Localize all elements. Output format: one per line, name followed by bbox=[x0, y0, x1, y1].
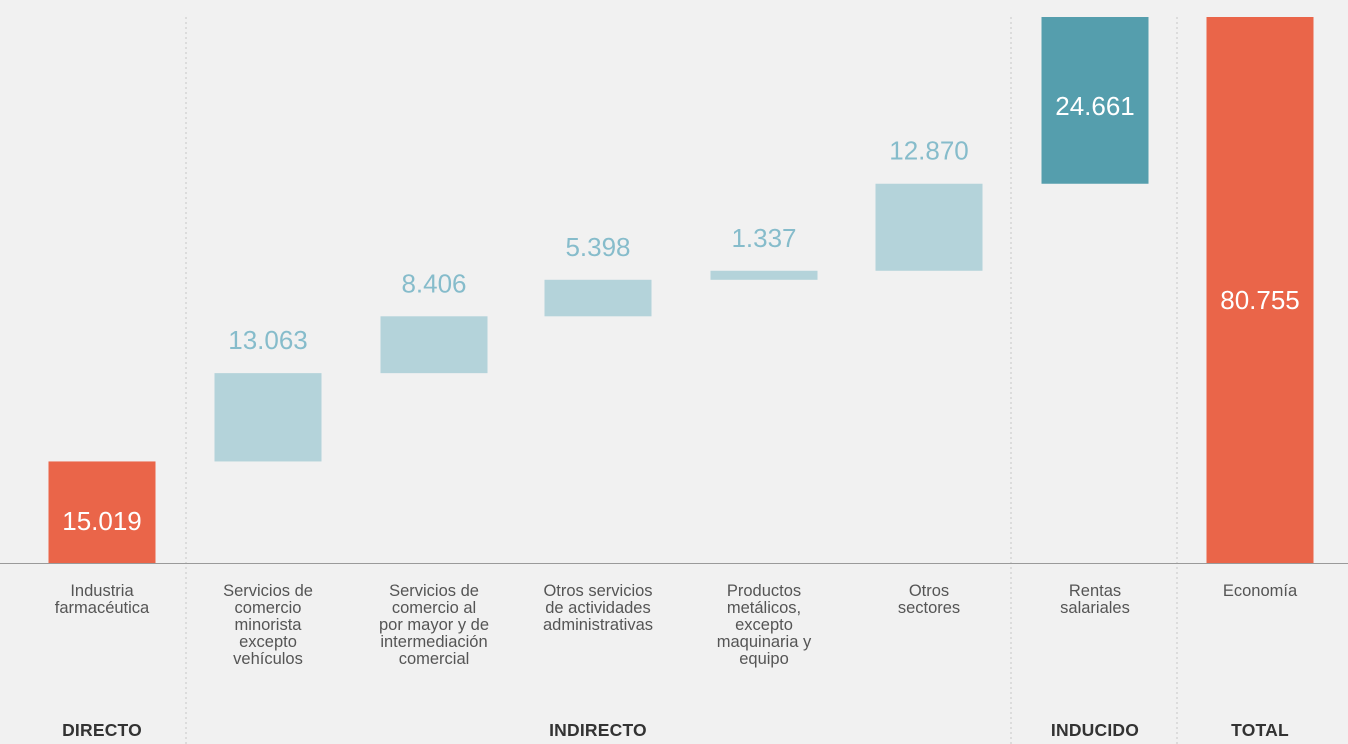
category-label-2: Servicios de comercio al por mayor y de … bbox=[378, 582, 490, 668]
group-label-total: TOTAL bbox=[1231, 720, 1289, 740]
group-label-inducido: INDUCIDO bbox=[1050, 720, 1140, 740]
group-label-indirecto: INDIRECTO bbox=[549, 720, 647, 740]
group-label-directo: DIRECTO bbox=[62, 720, 142, 740]
category-label-6: Rentas salariales bbox=[1060, 582, 1130, 617]
bar-3 bbox=[544, 279, 652, 317]
value-label-5: 12.870 bbox=[889, 136, 969, 166]
bar-1 bbox=[214, 373, 322, 462]
category-label-7: Economía bbox=[1222, 582, 1298, 600]
bar-6 bbox=[1041, 17, 1149, 184]
category-label-3: Otros servicios de actividades administr… bbox=[542, 582, 654, 634]
bar-0 bbox=[48, 461, 156, 563]
value-label-0: 15.019 bbox=[62, 506, 142, 536]
category-label-0: Industria farmacéutica bbox=[54, 582, 150, 617]
category-label-1: Servicios de comercio minorista excepto … bbox=[223, 582, 313, 668]
category-label-4: Productos metálicos, excepto maquinaria … bbox=[716, 582, 812, 668]
value-label-2: 8.406 bbox=[401, 268, 466, 298]
value-label-7: 80.755 bbox=[1220, 285, 1300, 315]
bar-5 bbox=[875, 183, 983, 271]
value-label-1: 13.063 bbox=[228, 325, 308, 355]
bar-2 bbox=[380, 316, 488, 374]
bar-4 bbox=[710, 270, 818, 280]
value-label-6: 24.661 bbox=[1055, 91, 1135, 121]
value-label-3: 5.398 bbox=[565, 232, 630, 262]
value-label-4: 1.337 bbox=[731, 223, 796, 253]
category-label-5: Otros sectores bbox=[897, 582, 961, 617]
bar-7 bbox=[1206, 17, 1314, 563]
